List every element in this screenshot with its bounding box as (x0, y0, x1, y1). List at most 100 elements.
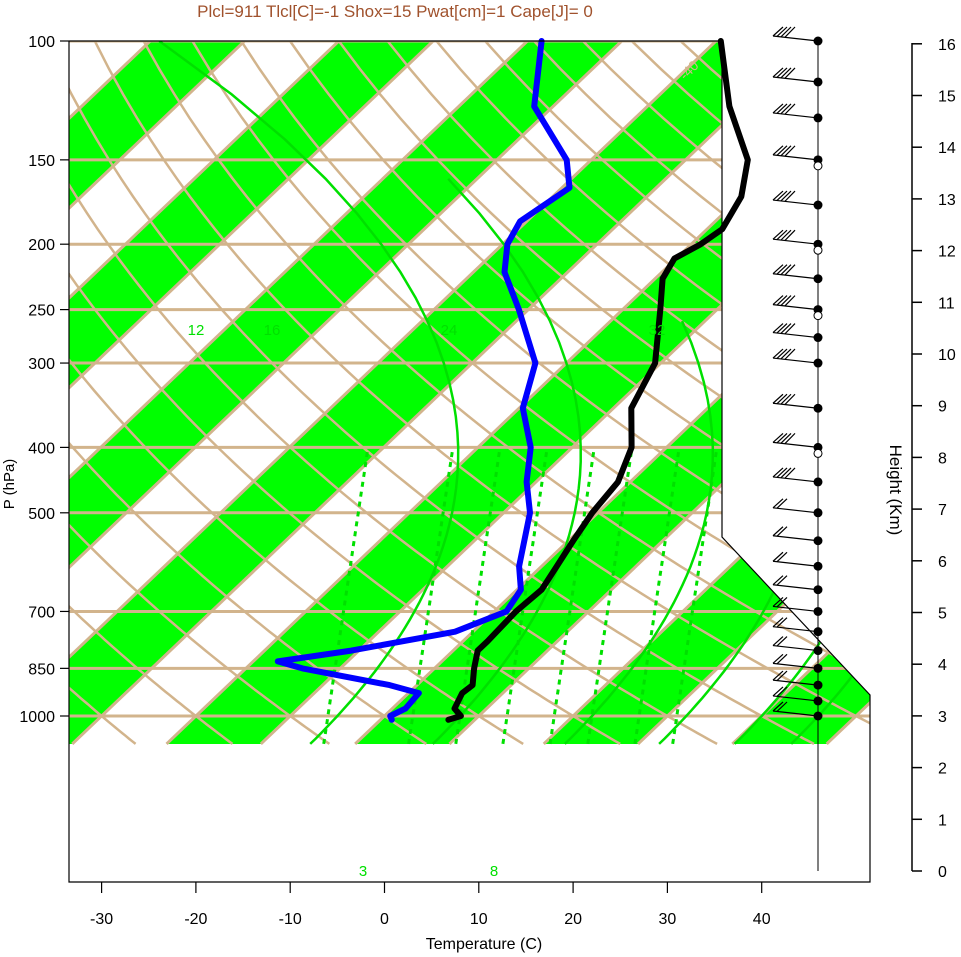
wind-barb-feather (776, 229, 788, 241)
wind-barb-feather (776, 190, 788, 201)
isotherm-line (69, 41, 467, 746)
wind-barb-feather (776, 145, 788, 156)
wind-barb-feather (784, 432, 796, 445)
wind-barb (772, 476, 819, 483)
wind-barb-feather (776, 653, 788, 665)
y-axis-label: P (hPa) (1, 459, 18, 510)
wind-barb-feather (776, 498, 788, 509)
pressure-tick-label: 250 (28, 303, 55, 320)
wind-barb (772, 679, 819, 686)
wind-barb-feather (776, 264, 788, 275)
wind-barb (772, 710, 819, 717)
dry-adiabat-line (69, 41, 718, 746)
temperature-band (921, 10, 961, 744)
wind-barb (772, 238, 819, 245)
wind-barb-feather (784, 393, 796, 405)
wind-barb-feather (780, 229, 792, 241)
wind-barb-feather (776, 551, 788, 563)
wind-barb-feather (776, 432, 788, 444)
height-tick-label: 14 (938, 140, 956, 157)
mixing-ratio-line (671, 447, 719, 745)
dry-adiabat-line (742, 41, 870, 746)
wind-barb-feather (776, 617, 788, 628)
wind-barb-feather (776, 67, 788, 78)
wind-barb-feather (772, 295, 784, 306)
wind-barb-feather (776, 670, 788, 681)
dry-adiabat-line (268, 41, 870, 746)
wind-barb-feather (776, 575, 788, 586)
wind-barb-feather (772, 393, 784, 404)
height-tick-label: 15 (938, 89, 956, 106)
temperature-tick-label: 40 (753, 911, 771, 928)
wind-barb-feather (780, 348, 792, 360)
height-tick-label: 16 (938, 37, 956, 54)
isotherm-line (542, 41, 870, 746)
height-tick-label: 9 (938, 399, 947, 416)
wind-barb (772, 644, 819, 652)
wind-barb-feather (772, 701, 784, 712)
wind-barb-feather (780, 190, 792, 202)
dry-adiabat-line (69, 41, 234, 745)
wind-barb-feather (772, 190, 784, 201)
wind-barb-feather (776, 348, 788, 359)
wind-barb-feather (772, 467, 784, 478)
wind-barb (772, 662, 819, 669)
temperature-band (732, 41, 870, 744)
wind-barb-feather (772, 526, 784, 537)
wind-barb-feather (776, 701, 788, 712)
pressure-tick-label: 100 (28, 34, 55, 51)
pressure-tick-label: 850 (28, 661, 55, 678)
mixing-ratio-line (407, 447, 455, 745)
isotherm-line (69, 41, 750, 746)
wind-barb-feather (772, 653, 784, 664)
dry-adiabat-line (126, 41, 870, 746)
wind-barb-feather (780, 393, 792, 405)
wind-barb-feather (780, 145, 792, 157)
wind-barb-feather (776, 597, 788, 608)
dry-adiabat-line (69, 41, 137, 745)
wind-barb-feather (784, 26, 796, 38)
height-tick-label: 0 (938, 864, 947, 881)
wind-level-circle (813, 161, 823, 171)
mixing-ratio-label: 8 (490, 863, 498, 880)
mixing-ratio-lines (322, 447, 719, 745)
wind-barb-feather (780, 26, 792, 38)
dry-adiabat-line (69, 41, 331, 745)
temperature-tick-label: 20 (564, 911, 582, 928)
dry-adiabat-line (79, 41, 870, 746)
wind-barb-feather (772, 264, 784, 275)
pressure-axis: 100 150 200 250 300 400 500 700 850 1000 (19, 34, 69, 726)
wind-barb-feather (776, 526, 788, 537)
wind-barb-feather (780, 467, 792, 479)
wind-barb (772, 507, 819, 514)
height-tick-label: 4 (938, 657, 947, 674)
wind-barb-feather (772, 26, 784, 37)
wind-barb-feather (784, 323, 796, 335)
pressure-tick-label: 1000 (19, 709, 55, 726)
pressure-tick-label: 150 (28, 153, 55, 170)
wind-barb-feather (776, 686, 788, 697)
plot-border (68, 40, 871, 883)
wind-barb (772, 112, 819, 119)
wind-barb (772, 584, 819, 591)
dry-adiabat-line (69, 41, 524, 745)
height-tick-label: 3 (938, 709, 947, 726)
mixing-ratio-label: 24 (441, 322, 458, 339)
dry-adiabat-line (316, 41, 870, 746)
wind-barb-feather (780, 295, 792, 306)
wind-barb (772, 695, 819, 702)
moist-adiabat-line (158, 41, 460, 745)
moist-adiabat-line (431, 177, 582, 745)
temperature-tick-label: 0 (380, 911, 389, 928)
mixing-ratio-label: 16 (264, 322, 281, 339)
isotherm-line (637, 41, 870, 746)
wind-barb-feather (784, 145, 796, 157)
wind-barb-feather (780, 67, 792, 79)
height-tick-label: 10 (938, 347, 956, 364)
wind-barb (772, 304, 819, 311)
wind-barb-feather (780, 323, 792, 334)
dry-adiabat-line (363, 41, 870, 746)
wind-barb-feather (772, 432, 784, 443)
